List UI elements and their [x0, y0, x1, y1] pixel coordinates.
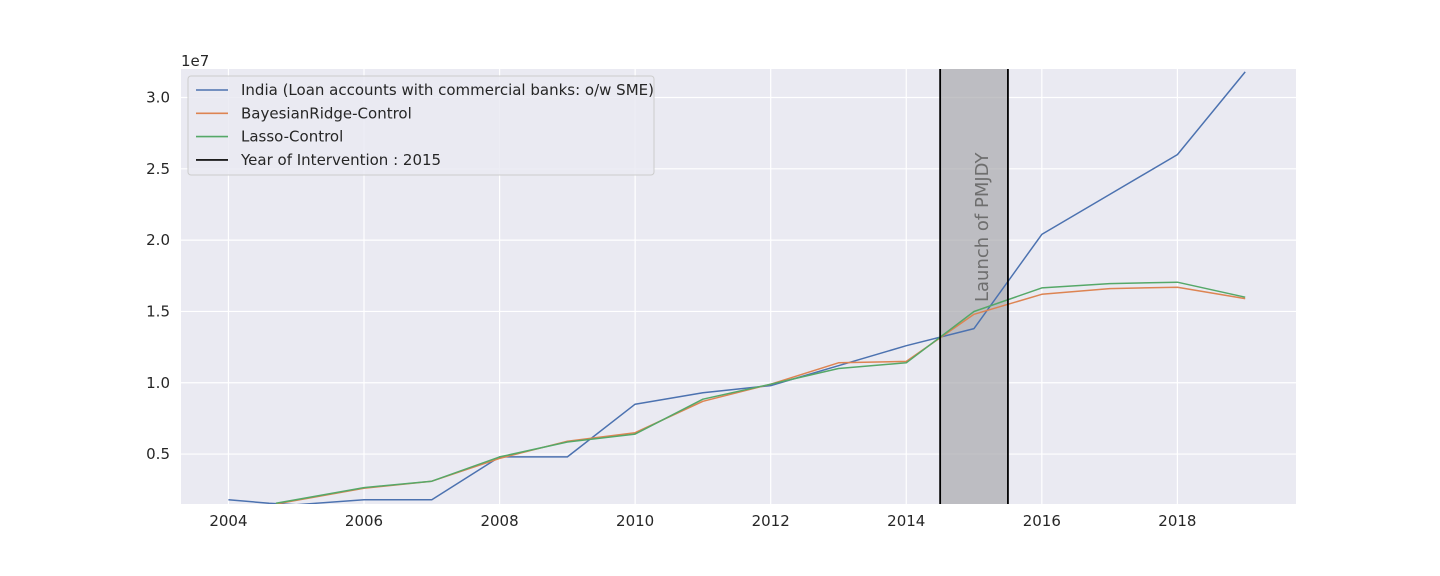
x-tick-label: 2008	[480, 512, 518, 530]
y-tick-label: 2.5	[146, 160, 170, 178]
legend-label: Lasso-Control	[241, 128, 343, 146]
legend-label: Year of Intervention : 2015	[240, 151, 441, 169]
series-line	[275, 281, 1246, 504]
intervention-lines	[939, 69, 1009, 504]
y-tick-label: 1.5	[146, 302, 170, 320]
x-tick-label: 2018	[1158, 512, 1196, 530]
legend-label: BayesianRidge-Control	[241, 104, 412, 122]
y-axis-ticks: 0.5 1.0 1.5 2.0 2.5 3.0	[146, 89, 170, 464]
x-tick-label: 2004	[209, 512, 247, 530]
x-tick-label: 2012	[752, 512, 790, 530]
legend-box	[187, 75, 655, 176]
y-tick-label: 0.5	[146, 445, 170, 463]
series-lines	[228, 71, 1246, 504]
legend: India (Loan accounts with commercial ban…	[187, 75, 655, 176]
x-axis-ticks: 2004 2006 2008 2010 2012 2014 2016 2018	[209, 512, 1196, 530]
intervention-shade-rect	[940, 69, 1008, 504]
y-offset-label: 1e7	[181, 52, 209, 70]
intervention-shade	[940, 69, 1008, 504]
series-line	[228, 71, 1246, 504]
x-tick-label: 2014	[887, 512, 925, 530]
x-tick-label: 2010	[616, 512, 654, 530]
x-tick-label: 2006	[345, 512, 383, 530]
y-tick-label: 1.0	[146, 374, 170, 392]
y-tick-label: 2.0	[146, 231, 170, 249]
intervention-annotation: Launch of PMJDY	[972, 151, 993, 302]
y-tick-label: 3.0	[146, 89, 170, 107]
legend-label: India (Loan accounts with commercial ban…	[241, 81, 654, 99]
x-tick-label: 2016	[1023, 512, 1061, 530]
